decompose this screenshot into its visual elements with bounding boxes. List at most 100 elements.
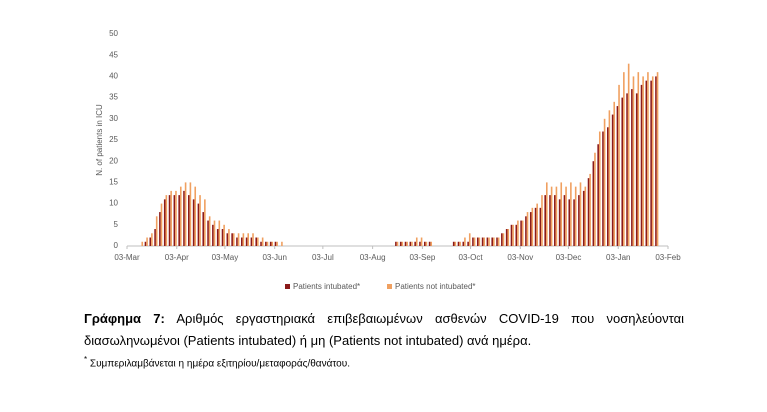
bar: [570, 182, 572, 246]
bar: [478, 237, 481, 246]
bar: [411, 241, 413, 246]
x-tick-label: 03-Oct: [459, 253, 484, 262]
bar: [635, 93, 638, 246]
y-tick-label: 10: [109, 199, 118, 208]
x-tick-label: 03-Aug: [360, 253, 386, 262]
footnote: * Συμπεριλαμβάνεται η ημέρα εξιτηρίου/με…: [84, 355, 350, 369]
bar: [202, 212, 205, 246]
x-tick-label: 03-Mar: [114, 253, 140, 262]
bar: [409, 241, 412, 246]
bar: [399, 241, 402, 246]
bar: [587, 178, 590, 246]
caption-text: Αριθμός εργαστηριακά επιβεβαιωμένων ασθε…: [84, 311, 684, 348]
y-tick-label: 50: [109, 29, 118, 38]
bar: [531, 207, 534, 246]
bar: [218, 220, 221, 246]
bar: [454, 241, 457, 246]
bar: [425, 241, 428, 246]
bar: [488, 237, 490, 246]
bar: [415, 237, 418, 246]
bar: [165, 195, 168, 246]
bar: [212, 224, 214, 246]
bar: [563, 195, 566, 246]
chart: N. of patients in ICU 0 5 10 15 20 25 30 35 40 45…: [95, 29, 681, 291]
bar: [632, 76, 635, 247]
bar: [216, 229, 219, 246]
x-tick-label: 03-Dec: [556, 253, 582, 262]
bar: [459, 241, 461, 246]
y-tick-label: 0: [114, 241, 119, 250]
bar: [414, 241, 416, 246]
y-tick-label: 25: [109, 135, 118, 144]
bar: [573, 199, 575, 246]
bar: [247, 233, 250, 246]
bar: [406, 241, 408, 246]
bar: [163, 199, 166, 246]
bar: [655, 76, 657, 247]
bar: [159, 212, 161, 246]
bar: [647, 72, 649, 246]
bar: [501, 233, 503, 246]
bar: [534, 207, 537, 246]
bar: [613, 101, 616, 246]
bar: [428, 241, 431, 246]
y-axis-label: N. of patients in ICU: [95, 104, 104, 176]
bar: [395, 241, 397, 246]
bar: [160, 203, 163, 246]
bar: [549, 195, 551, 246]
bar: [184, 182, 187, 246]
bar: [144, 241, 147, 246]
bar: [252, 233, 254, 246]
bar: [188, 195, 190, 246]
bar: [651, 76, 654, 247]
bar: [637, 72, 640, 246]
bar: [423, 241, 426, 246]
bar: [603, 118, 606, 246]
bar: [520, 220, 522, 246]
bar: [565, 186, 567, 246]
bar: [242, 233, 245, 246]
bar: [618, 84, 620, 246]
bar: [521, 220, 524, 246]
bar: [597, 144, 599, 246]
bar: [199, 195, 201, 246]
caption: Γράφημα 7: Αριθμός εργαστηριακά επιβεβαι…: [84, 308, 684, 352]
y-tick-label: 40: [109, 72, 118, 81]
bar: [213, 220, 216, 246]
bar: [189, 182, 192, 246]
footnote-mark: *: [84, 355, 88, 364]
bar: [260, 241, 262, 246]
bar: [257, 237, 259, 246]
legend-label: Patients not intubated*: [395, 282, 476, 291]
bar: [656, 72, 659, 246]
bar: [467, 241, 469, 246]
bar: [611, 114, 614, 246]
bar: [175, 190, 177, 246]
bar: [276, 241, 278, 246]
bar: [396, 241, 399, 246]
bar: [183, 190, 185, 246]
bar: [197, 203, 200, 246]
bar: [496, 237, 498, 246]
bar: [526, 212, 529, 246]
bar: [536, 203, 538, 246]
bar: [179, 186, 182, 246]
bar: [550, 186, 553, 246]
bar: [146, 237, 148, 246]
bar: [598, 131, 601, 246]
footnote-text: Συμπεριλαμβάνεται η ημέρα εξιτηρίου/μετα…: [89, 358, 350, 370]
bar: [221, 229, 224, 246]
bar: [505, 229, 508, 246]
bar: [141, 241, 144, 246]
bar: [491, 237, 494, 246]
bar: [155, 216, 158, 246]
x-tick-label: 03-Apr: [165, 253, 189, 262]
bar: [237, 233, 240, 246]
bar: [645, 80, 648, 246]
bar: [607, 127, 609, 246]
y-tick-label: 35: [109, 93, 118, 102]
x-tick-label: 03-Jul: [312, 253, 334, 262]
y-tick-label: 5: [114, 220, 119, 229]
bar: [473, 237, 476, 246]
